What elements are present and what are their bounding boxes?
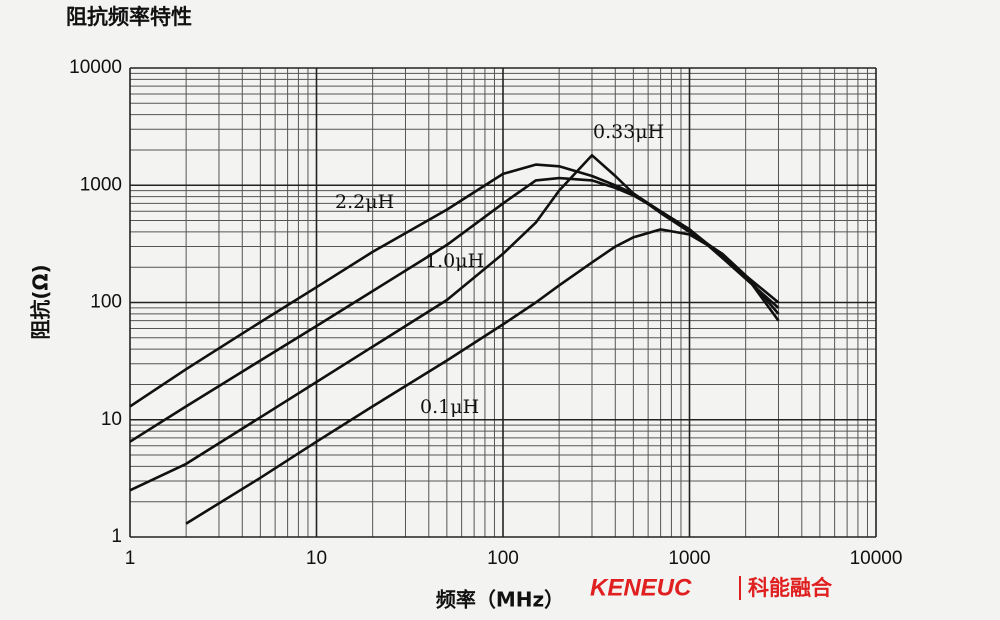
x-axis-label: 频率（MHz） (436, 588, 564, 612)
y-tick-label: 10 (101, 409, 122, 430)
y-tick-label: 10000 (69, 57, 122, 78)
x-tick-label: 10 (306, 548, 327, 569)
watermark-logo: KENEUC (590, 574, 692, 601)
series-label: 0.1μH (420, 396, 479, 418)
series-line (129, 154, 780, 492)
x-tick-label: 10000 (850, 548, 903, 569)
series-label: 0.33μH (593, 121, 664, 143)
x-tick-label: 100 (487, 548, 519, 569)
x-tick-label: 1 (125, 548, 136, 569)
watermark-text: 科能融合 (748, 576, 833, 600)
y-axis-label: 阻抗(Ω) (29, 264, 53, 339)
series-label: 1.0μH (425, 250, 484, 272)
y-tick-label: 1000 (80, 174, 122, 195)
x-tick-label: 1000 (668, 548, 710, 569)
chart-title: 阻抗频率特性 (66, 5, 192, 29)
series-line (185, 228, 780, 525)
y-tick-label: 100 (90, 292, 122, 313)
series-label: 2.2μH (335, 191, 394, 213)
y-tick-label: 1 (111, 526, 122, 547)
